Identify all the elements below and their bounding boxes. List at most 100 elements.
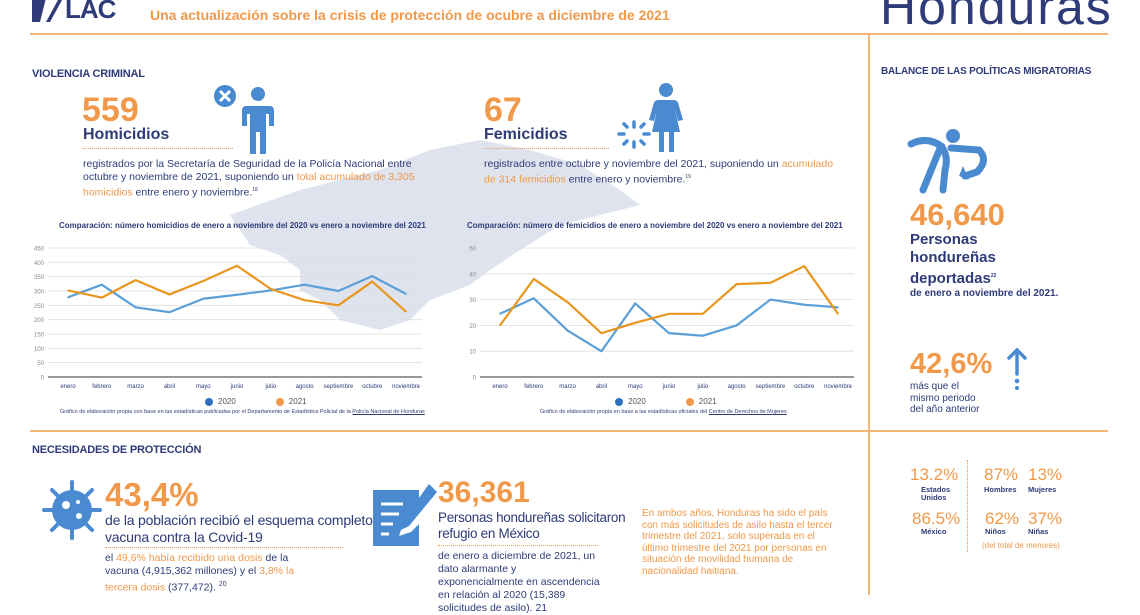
series-line-2021 [67, 264, 407, 313]
data-point-2020 [837, 306, 839, 309]
data-point-2021 [405, 310, 407, 313]
section-divider [30, 430, 1108, 432]
person-x-icon [214, 85, 274, 154]
data-point-2020 [600, 350, 603, 352]
vacuna-description: el 49,6% había recibido una dosis de la … [105, 552, 320, 595]
stats-divider [967, 460, 968, 552]
data-point-2020 [803, 303, 805, 306]
x-tick-label: febrero [92, 384, 112, 390]
text: Gráfico de elaboración propia con base e… [60, 409, 353, 415]
vacuna-divider [105, 547, 343, 548]
deported-person-icon [907, 129, 987, 194]
asilo-note: En ambos años, Honduras ha sido el país … [642, 508, 833, 577]
femicidios-label: Femicidios [484, 126, 568, 143]
source-link[interactable]: Policía Nacional de Honduras [352, 409, 425, 415]
text: (377,472). [165, 581, 219, 594]
y-tick-label: 0 [41, 376, 45, 382]
y-tick-label: 150 [34, 333, 45, 339]
data-point-2020 [202, 297, 204, 300]
virus-icon [42, 480, 102, 540]
chart-homicidios-source: Gráfico de elaboración propia con base e… [60, 409, 425, 415]
data-point-2020 [668, 332, 670, 334]
stat-ninos-label: Niños [985, 527, 1006, 536]
data-point-2020 [405, 293, 407, 295]
x-tick-label: julio [696, 384, 708, 390]
source-link[interactable]: Centro de Derechos de Mujeres [708, 409, 787, 415]
y-tick-label: 20 [469, 324, 476, 330]
data-point-2020 [499, 312, 501, 315]
femicidios-description: registrados entre octubre y noviembre de… [484, 158, 834, 187]
deportados-period: de enero a noviembre del 2021. [910, 288, 1059, 299]
data-point-2021 [371, 280, 374, 283]
header-divider [30, 33, 1108, 35]
chart-femicidios: 0 10 20 30 40 50 enero febrero marzo abril mayo jun… [469, 247, 854, 390]
x-tick-label: abril [164, 384, 175, 390]
y-tick-label: 100 [34, 347, 45, 353]
data-point-2021 [134, 279, 137, 281]
homicidios-number: 559 [82, 91, 139, 129]
data-point-2021 [837, 312, 839, 315]
refugio-number: 36,361 [438, 476, 530, 509]
highlight: 49,6% había recibido una dosis [116, 552, 263, 564]
stat-hombres-pct: 87% [984, 465, 1019, 484]
x-tick-label: agosto [728, 384, 747, 390]
label-text: Personas hondureñas deportadas [910, 231, 996, 287]
stat-ninos-pct: 62% [985, 509, 1020, 528]
x-tick-label: julio [264, 384, 276, 390]
legend-2020: 2020 [615, 397, 646, 406]
y-tick-label: 30 [469, 298, 476, 304]
deportados-number: 46,640 [910, 197, 1005, 232]
stat-hombres-label: Hombres [984, 485, 1017, 494]
femicidios-divider [484, 148, 609, 149]
y-tick-label: 250 [34, 304, 45, 310]
legend-label: 2021 [288, 397, 307, 406]
legend-label: 2020 [628, 397, 646, 406]
stat-menores-note: (del total de menores) [982, 541, 1060, 550]
x-tick-label: octubre [362, 384, 383, 390]
country-title: Honduras [880, 0, 1113, 35]
y-tick-label: 350 [34, 275, 45, 281]
homicidios-description: registrados por la Secretaría de Segurid… [83, 158, 438, 200]
stat-eeuu-pct: 13.2% [910, 465, 959, 484]
x-tick-label: mayo [628, 384, 643, 390]
data-point-2020 [634, 302, 636, 305]
chart-homicidios: 0 50 100 150 200 250 300 350 400 450 enero febrero m… [34, 247, 422, 390]
data-point-2020 [67, 296, 69, 299]
y-tick-label: 40 [469, 272, 476, 278]
x-tick-label: enero [60, 384, 76, 390]
legend-2021: 2021 [275, 397, 307, 406]
y-tick-label: 200 [34, 318, 45, 324]
highlight: acumulado de 314 femicidios [484, 158, 834, 186]
data-point-2021 [270, 288, 272, 290]
section-title-proteccion: NECESIDADES DE PROTECCIÓN [32, 444, 202, 456]
stat-mexico-pct: 86.5% [912, 509, 961, 528]
stat-ninas-label: Niñas [1028, 527, 1049, 536]
data-point-2021 [101, 296, 103, 299]
data-point-2020 [134, 306, 137, 309]
text: registrados por la Secretaría de Segurid… [83, 158, 412, 183]
data-point-2021 [803, 265, 805, 267]
stat-eeuu-label: Estados Unidos [921, 485, 951, 502]
data-point-2020 [566, 329, 569, 332]
chart-femicidios-source: Gráfico de elaboración propia en base a … [540, 409, 787, 415]
stat-ninas-pct: 37% [1028, 509, 1063, 528]
x-tick-label: septiembre [756, 384, 786, 390]
y-tick-label: 400 [34, 261, 45, 267]
text: el [105, 552, 117, 564]
highlight: 3,8% la tercera dosis [105, 565, 295, 594]
x-tick-label: octubre [794, 384, 815, 390]
x-tick-label: marzo [559, 384, 576, 390]
homicidios-divider [83, 148, 233, 149]
data-point-2021 [499, 324, 501, 327]
data-point-2021 [303, 299, 306, 301]
x-tick-label: junio [662, 384, 676, 390]
femicidios-number: 67 [484, 91, 522, 129]
y-tick-label: 10 [469, 350, 476, 356]
data-point-2021 [668, 312, 670, 315]
data-point-2021 [702, 312, 704, 315]
x-tick-label: abril [596, 384, 607, 390]
footnote: 22 [990, 273, 997, 279]
stat-mujeres-pct: 13% [1028, 465, 1063, 484]
y-tick-label: 0 [473, 376, 477, 382]
increase-pct: 42,6% [910, 348, 993, 380]
